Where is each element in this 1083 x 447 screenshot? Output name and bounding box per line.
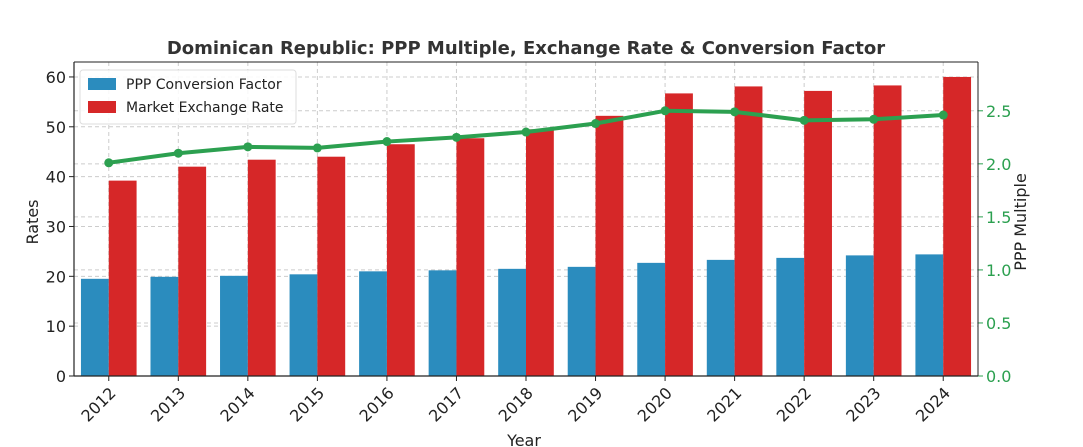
chart-title: Dominican Republic: PPP Multiple, Exchan…	[167, 38, 885, 59]
y2-tick-label: 1.5	[986, 208, 1011, 227]
y2-tick-label: 2.5	[986, 102, 1011, 121]
legend-swatch-market-exchange-rate	[88, 101, 116, 113]
x-tick-label: 2015	[286, 383, 328, 425]
bars-layer	[80, 76, 972, 377]
x-tick-label: 2022	[773, 383, 815, 425]
point-ppp-multiple	[312, 143, 322, 153]
bar-market-exchange-rate	[456, 138, 485, 376]
x-tick-label: 2014	[216, 383, 258, 425]
point-ppp-multiple	[730, 107, 740, 117]
bar-ppp-conversion-factor	[776, 257, 805, 376]
bar-market-exchange-rate	[804, 90, 832, 377]
bar-market-exchange-rate	[595, 115, 624, 376]
bar-ppp-conversion-factor	[498, 268, 526, 376]
x-tick-label: 2020	[634, 383, 676, 425]
point-ppp-multiple	[243, 142, 253, 152]
legend-box	[79, 69, 297, 125]
bar-ppp-conversion-factor	[80, 278, 109, 376]
y-tick-label: 20	[46, 267, 66, 286]
point-ppp-multiple	[173, 148, 183, 158]
bar-market-exchange-rate	[943, 76, 972, 376]
bar-ppp-conversion-factor	[428, 270, 457, 376]
bar-market-exchange-rate	[526, 129, 554, 376]
x-tick-label: 2017	[425, 383, 467, 425]
point-ppp-multiple	[382, 137, 392, 147]
y2-axis-label: PPP Multiple	[1011, 173, 1030, 271]
bar-ppp-conversion-factor	[706, 259, 735, 376]
y-axis-label: Rates	[23, 199, 42, 244]
point-ppp-multiple	[938, 110, 948, 120]
x-tick-label: 2021	[703, 383, 745, 425]
bar-ppp-conversion-factor	[150, 276, 179, 376]
line-layer	[104, 106, 948, 168]
y-tick-label: 40	[46, 168, 66, 187]
bar-ppp-conversion-factor	[220, 275, 248, 376]
y2-tick-label: 0.5	[986, 314, 1011, 333]
x-axis-label: Year	[506, 431, 541, 447]
x-tick-label: 2013	[147, 383, 189, 425]
legend-swatch-ppp-conversion-factor	[88, 78, 116, 90]
y-tick-label: 0	[56, 367, 66, 386]
bar-market-exchange-rate	[665, 93, 693, 377]
y-tick-label: 10	[46, 317, 66, 336]
x-tick-label: 2024	[912, 383, 954, 425]
bar-ppp-conversion-factor	[567, 266, 596, 376]
y2-tick-label: 1.0	[986, 261, 1011, 280]
bar-market-exchange-rate	[386, 144, 415, 376]
point-ppp-multiple	[799, 115, 809, 125]
legend-label-market-exchange-rate: Market Exchange Rate	[126, 100, 284, 116]
y2-tick-label: 2.0	[986, 155, 1011, 174]
point-ppp-multiple	[869, 114, 879, 124]
legend-label-ppp-conversion-factor: PPP Conversion Factor	[126, 77, 282, 93]
bar-ppp-conversion-factor	[915, 254, 944, 376]
point-ppp-multiple	[521, 127, 531, 137]
x-tick-label: 2012	[77, 383, 119, 425]
x-tick-label: 2019	[564, 383, 606, 425]
x-tick-label: 2018	[495, 383, 537, 425]
bar-market-exchange-rate	[873, 85, 902, 376]
bar-market-exchange-rate	[108, 180, 137, 376]
bar-ppp-conversion-factor	[845, 255, 874, 376]
bar-market-exchange-rate	[247, 159, 276, 376]
bar-market-exchange-rate	[734, 86, 763, 376]
bar-market-exchange-rate	[317, 156, 346, 376]
point-ppp-multiple	[104, 158, 114, 168]
y-tick-label: 60	[46, 68, 66, 87]
point-ppp-multiple	[660, 106, 670, 116]
bar-ppp-conversion-factor	[637, 262, 666, 376]
x-tick-label: 2023	[842, 383, 884, 425]
bar-market-exchange-rate	[178, 166, 207, 376]
y-tick-label: 30	[46, 217, 66, 236]
point-ppp-multiple	[591, 119, 601, 129]
legend: PPP Conversion Factor Market Exchange Ra…	[79, 69, 297, 125]
point-ppp-multiple	[451, 132, 461, 142]
bar-ppp-conversion-factor	[289, 274, 318, 376]
y-tick-label: 50	[46, 118, 66, 137]
y2-tick-label: 0.0	[986, 367, 1011, 386]
x-tick-label: 2016	[356, 383, 398, 425]
bar-ppp-conversion-factor	[359, 271, 387, 376]
